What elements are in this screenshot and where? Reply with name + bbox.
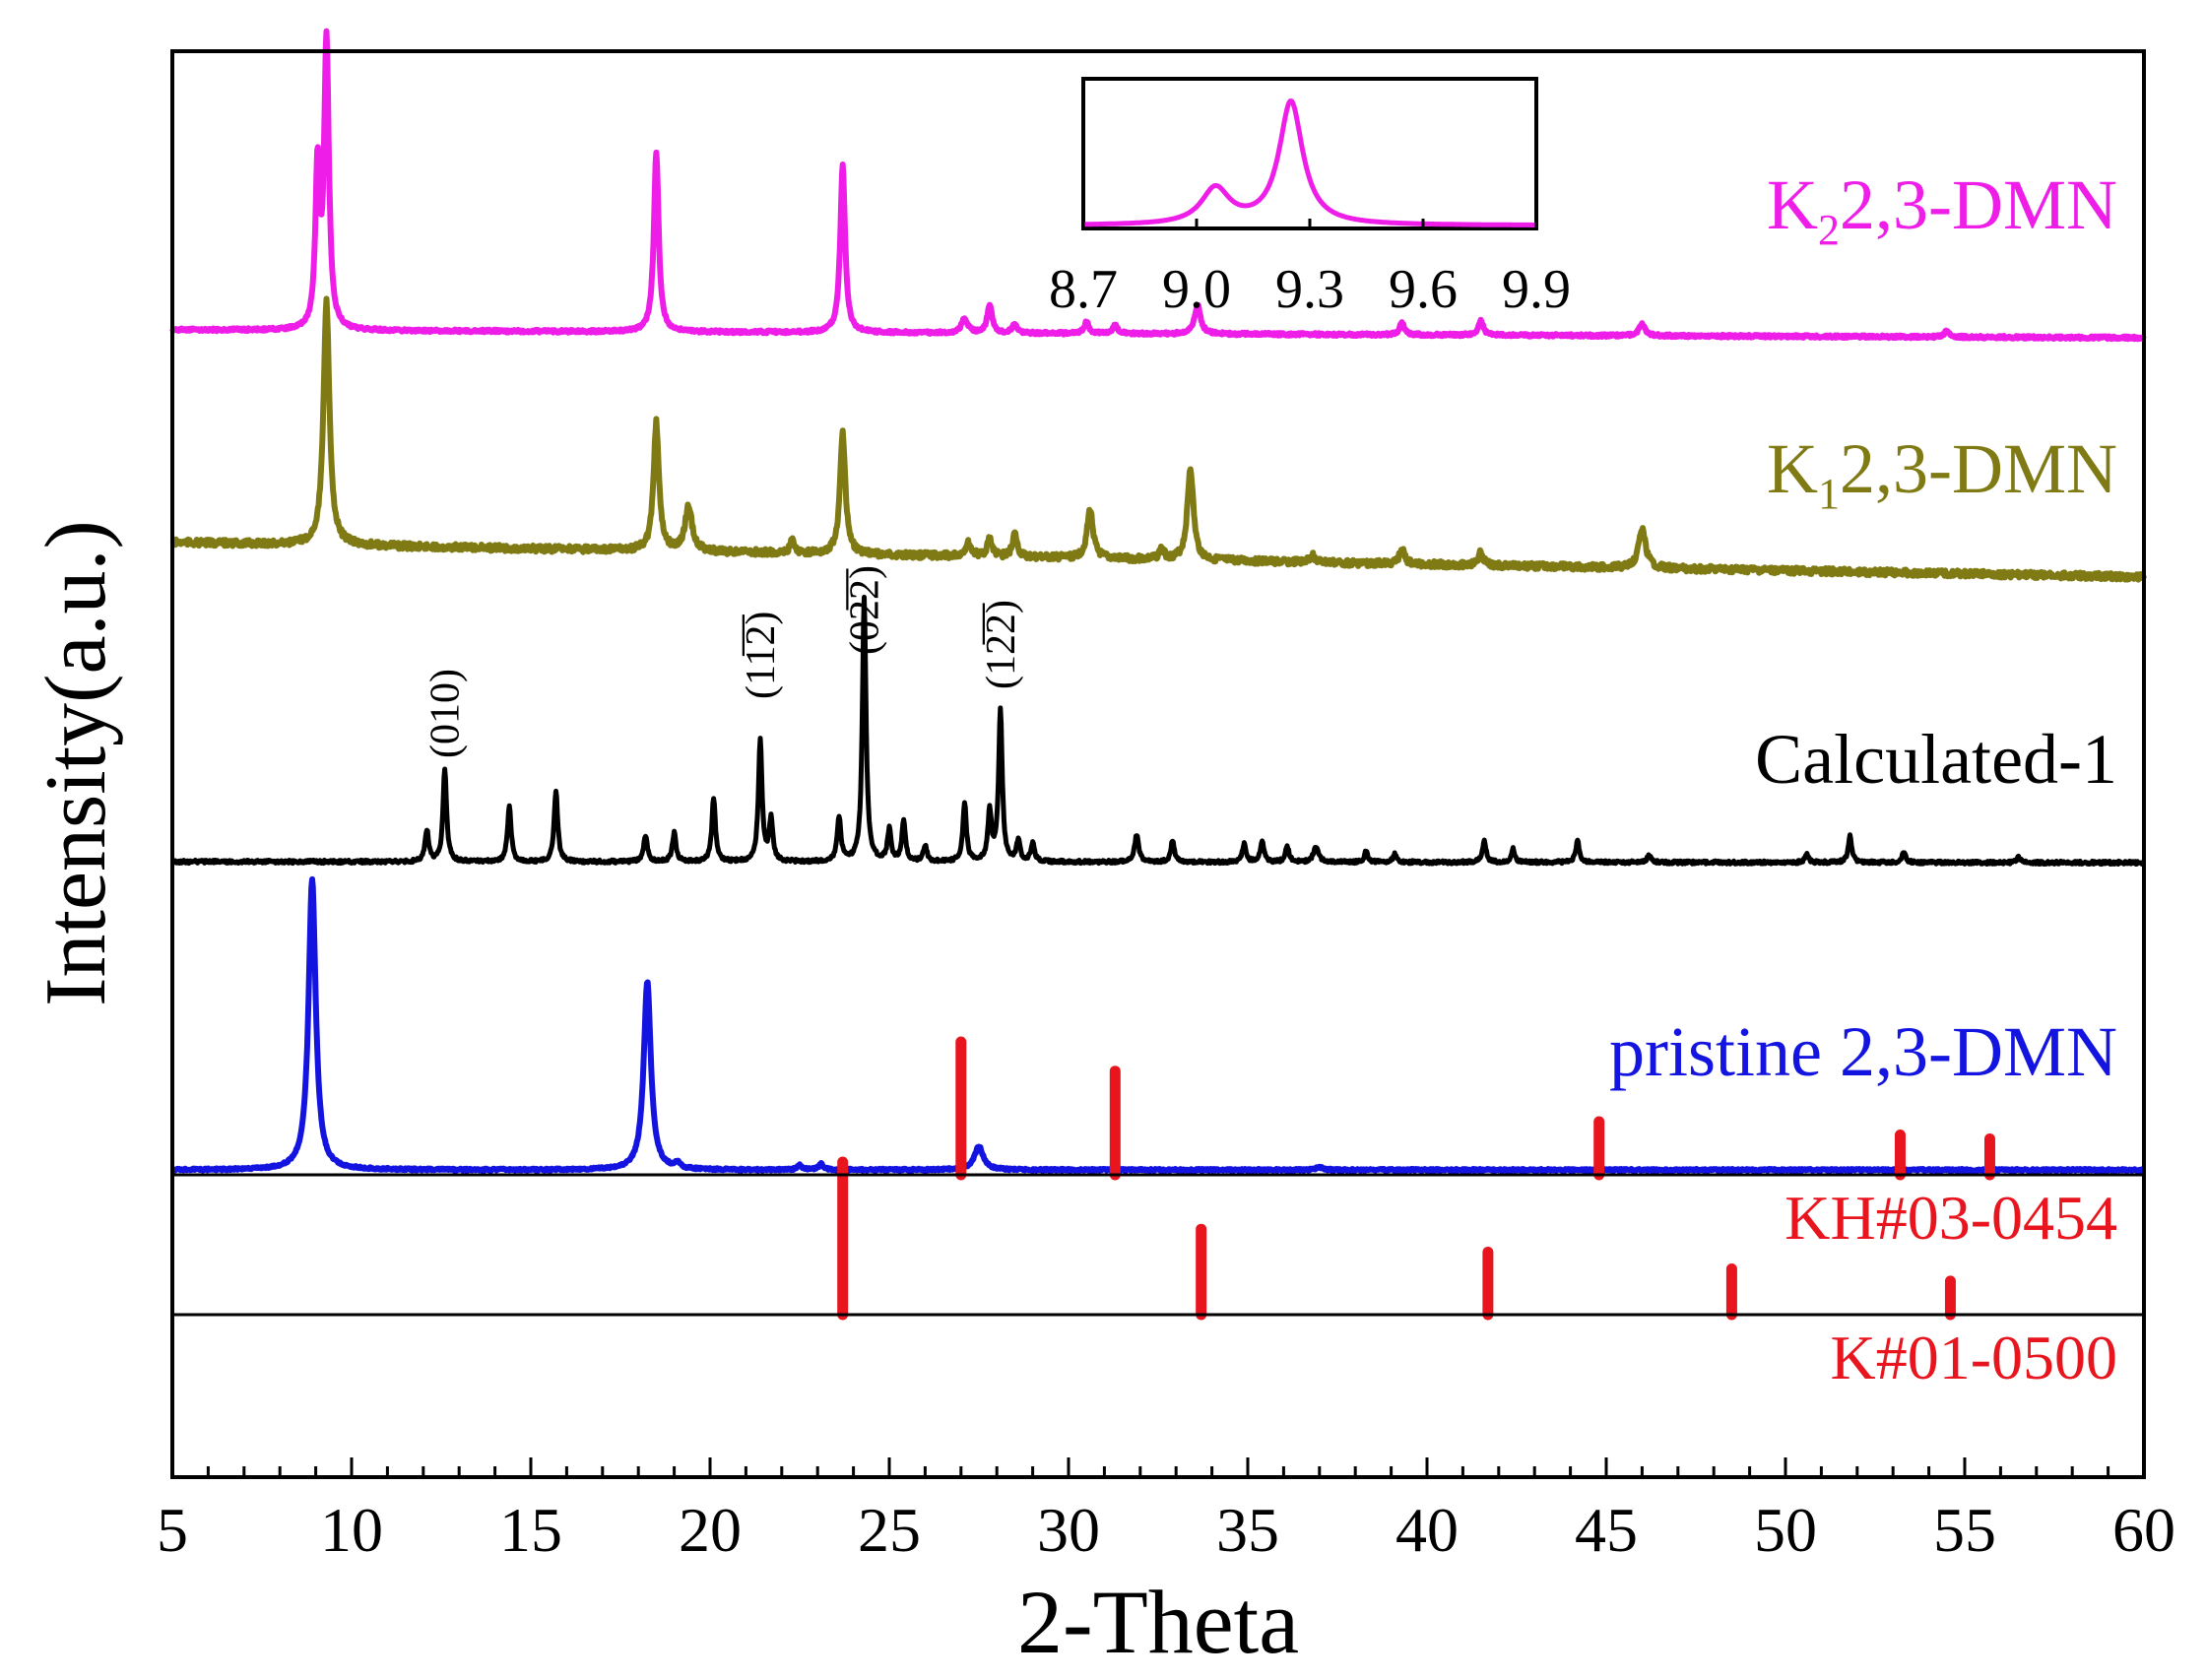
inset-tick-label: 9.9 — [1502, 259, 1571, 320]
series-line-4 — [169, 875, 2147, 1174]
x-tick-label: 35 — [1216, 1495, 1279, 1565]
miller-index-annotations: (010) (11̅2̅) (02̅2̅) (12̅2̅) — [423, 565, 1024, 758]
series-label-4: pristine 2,3-DMN — [1609, 1012, 2117, 1091]
reference-label-2: K#01-0500 — [1830, 1323, 2117, 1392]
y-axis-title: Intensity(a.u.) — [29, 520, 124, 1006]
x-tick-label: 60 — [2112, 1495, 2175, 1565]
x-tick-label: 30 — [1037, 1495, 1100, 1565]
x-tick-label: 45 — [1575, 1495, 1638, 1565]
miller-index-label: (12̅2̅) — [979, 600, 1024, 689]
miller-index-label: (010) — [423, 669, 469, 758]
x-tick-label: 50 — [1754, 1495, 1817, 1565]
main-plot-frame — [170, 49, 2146, 1479]
x-tick-label: 15 — [499, 1495, 562, 1565]
x-axis: 5 10 15 20 25 30 35 40 45 50 55 60 — [157, 1457, 2175, 1565]
series-label-1: K22,3-DMN — [1767, 165, 2117, 254]
series-line-1 — [169, 28, 2147, 343]
x-tick-label: 25 — [858, 1495, 921, 1565]
inset-tick-label: 9.0 — [1162, 259, 1231, 320]
inset-series-line — [1082, 98, 1537, 227]
series-line-3 — [169, 594, 2147, 868]
series-labels: K22,3-DMN K12,3-DMN Calculated-1 pristine 2… — [1609, 165, 2117, 1392]
inset-frame — [1081, 77, 1538, 230]
reference-label-1: KH#03-0454 — [1784, 1183, 2117, 1253]
x-tick-label: 5 — [157, 1495, 188, 1565]
series-label-2: K12,3-DMN — [1767, 429, 2117, 518]
trace-group — [169, 28, 2147, 1174]
x-tick-label: 55 — [1933, 1495, 1996, 1565]
x-tick-label: 20 — [679, 1495, 742, 1565]
x-tick-label: 40 — [1395, 1495, 1459, 1565]
series-label-3: Calculated-1 — [1755, 720, 2117, 799]
reference-pattern-group — [837, 1036, 1995, 1321]
x-tick-label: 10 — [320, 1495, 383, 1565]
x-axis-title: 2-Theta — [1017, 1572, 1299, 1672]
inset-tick-label: 9.6 — [1389, 259, 1458, 320]
inset-tick-label: 8.7 — [1049, 259, 1118, 320]
miller-index-label: (11̅2̅) — [739, 612, 784, 699]
inset-zoom: 8.7 9.0 9.3 9.6 9.9 — [1049, 77, 1571, 320]
miller-index-label: (02̅2̅) — [843, 565, 888, 655]
series-line-2 — [169, 295, 2147, 583]
inset-tick-label: 9.3 — [1275, 259, 1344, 320]
